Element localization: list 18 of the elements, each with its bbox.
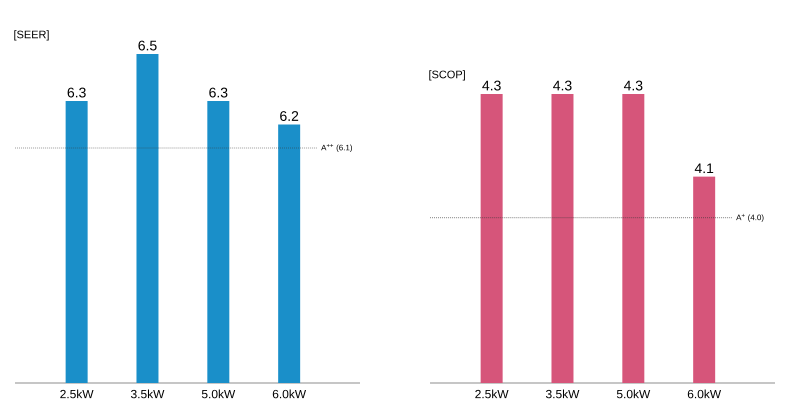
x-tick-label: 6.0kW	[688, 390, 722, 398]
data-label: 4.3	[553, 80, 572, 90]
chart-title: [SCOP]	[429, 70, 465, 80]
data-label: 4.3	[482, 80, 501, 90]
x-tick-label: 2.5kW	[60, 390, 94, 398]
x-tick-label: 3.5kW	[546, 390, 580, 398]
data-label: 4.1	[694, 163, 714, 174]
data-label: 6.5	[138, 40, 157, 50]
data-label: 6.3	[209, 88, 228, 98]
data-label: 6.2	[280, 111, 298, 121]
chart-title: [SEER]	[14, 30, 49, 40]
data-label: 6.3	[68, 88, 86, 98]
x-tick-label: 2.5kW	[475, 390, 509, 398]
x-tick-label: 3.5kW	[130, 390, 164, 398]
x-tick-label: 5.0kW	[616, 390, 650, 398]
x-tick-label: 6.0kW	[272, 390, 306, 398]
x-tick-label: 5.0kW	[202, 390, 236, 398]
data-label: 4.3	[624, 80, 642, 90]
